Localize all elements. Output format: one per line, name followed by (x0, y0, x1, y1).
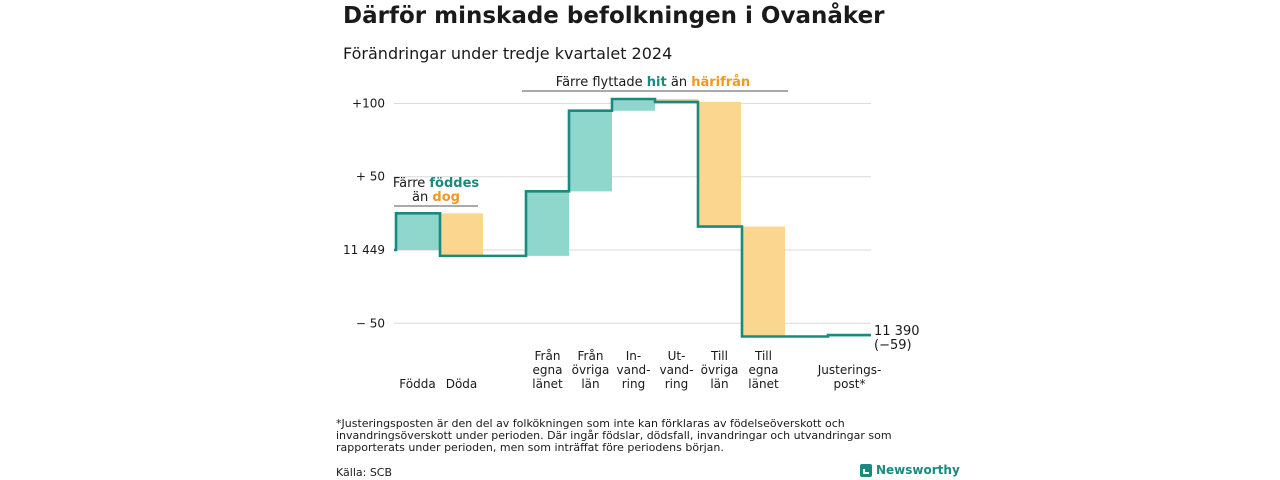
y-tick-label: − 50 (356, 316, 385, 330)
category-label: Till (754, 349, 772, 363)
y-tick-label: + 50 (356, 170, 385, 184)
category-label: län (581, 377, 599, 391)
footnote: *Justeringsposten är den del av folkökni… (336, 417, 892, 454)
category-label: Ut- (668, 349, 686, 363)
annotation-births-line1: Färre föddes (393, 176, 480, 191)
category-label: länet (532, 377, 563, 391)
chart-title: Därför minskade befolkningen i Ovanåker (343, 3, 885, 29)
bar (655, 99, 698, 102)
brand: Newsworthy (860, 463, 960, 477)
category-label: Justerings- (817, 363, 882, 377)
chart-subtitle: Förändringar under tredje kvartalet 2024 (343, 44, 673, 63)
category-label: Till (710, 349, 728, 363)
category-label: Från (535, 349, 561, 363)
bar (742, 226, 785, 337)
category-label: egna (533, 363, 563, 377)
category-label: Födda (399, 377, 435, 391)
category-label: länet (748, 377, 779, 391)
y-tick-label: 11 449 (343, 243, 385, 257)
bar (698, 101, 741, 227)
bar (440, 213, 483, 256)
source-text: Källa: SCB (336, 466, 393, 479)
line-layer (394, 97, 871, 338)
annotation-migration: Färre flyttade hit än härifrån (556, 75, 750, 90)
category-label: ring (665, 377, 689, 391)
category-label: övriga (572, 363, 610, 377)
bar (396, 213, 439, 250)
end-value-label: 11 390 (874, 324, 920, 339)
category-label: övriga (701, 363, 739, 377)
category-label: län (710, 377, 728, 391)
bar (526, 191, 569, 256)
cumulative-line (394, 97, 871, 338)
category-label: vand- (659, 363, 693, 377)
annotation-births-line2: än dog (412, 190, 460, 205)
bar (612, 99, 655, 111)
category-label: post* (834, 377, 866, 391)
newsworthy-logo-icon (860, 463, 872, 477)
category-label: Döda (446, 377, 478, 391)
category-label: vand- (616, 363, 650, 377)
bar (569, 110, 612, 192)
category-label: ring (622, 377, 646, 391)
category-label: egna (749, 363, 779, 377)
category-label: In- (626, 349, 641, 363)
category-label: Från (578, 349, 604, 363)
bar-layer (396, 99, 871, 337)
y-tick-label: +100 (352, 96, 385, 110)
end-value-label: (−59) (874, 338, 912, 353)
brand-name: Newsworthy (876, 463, 960, 477)
